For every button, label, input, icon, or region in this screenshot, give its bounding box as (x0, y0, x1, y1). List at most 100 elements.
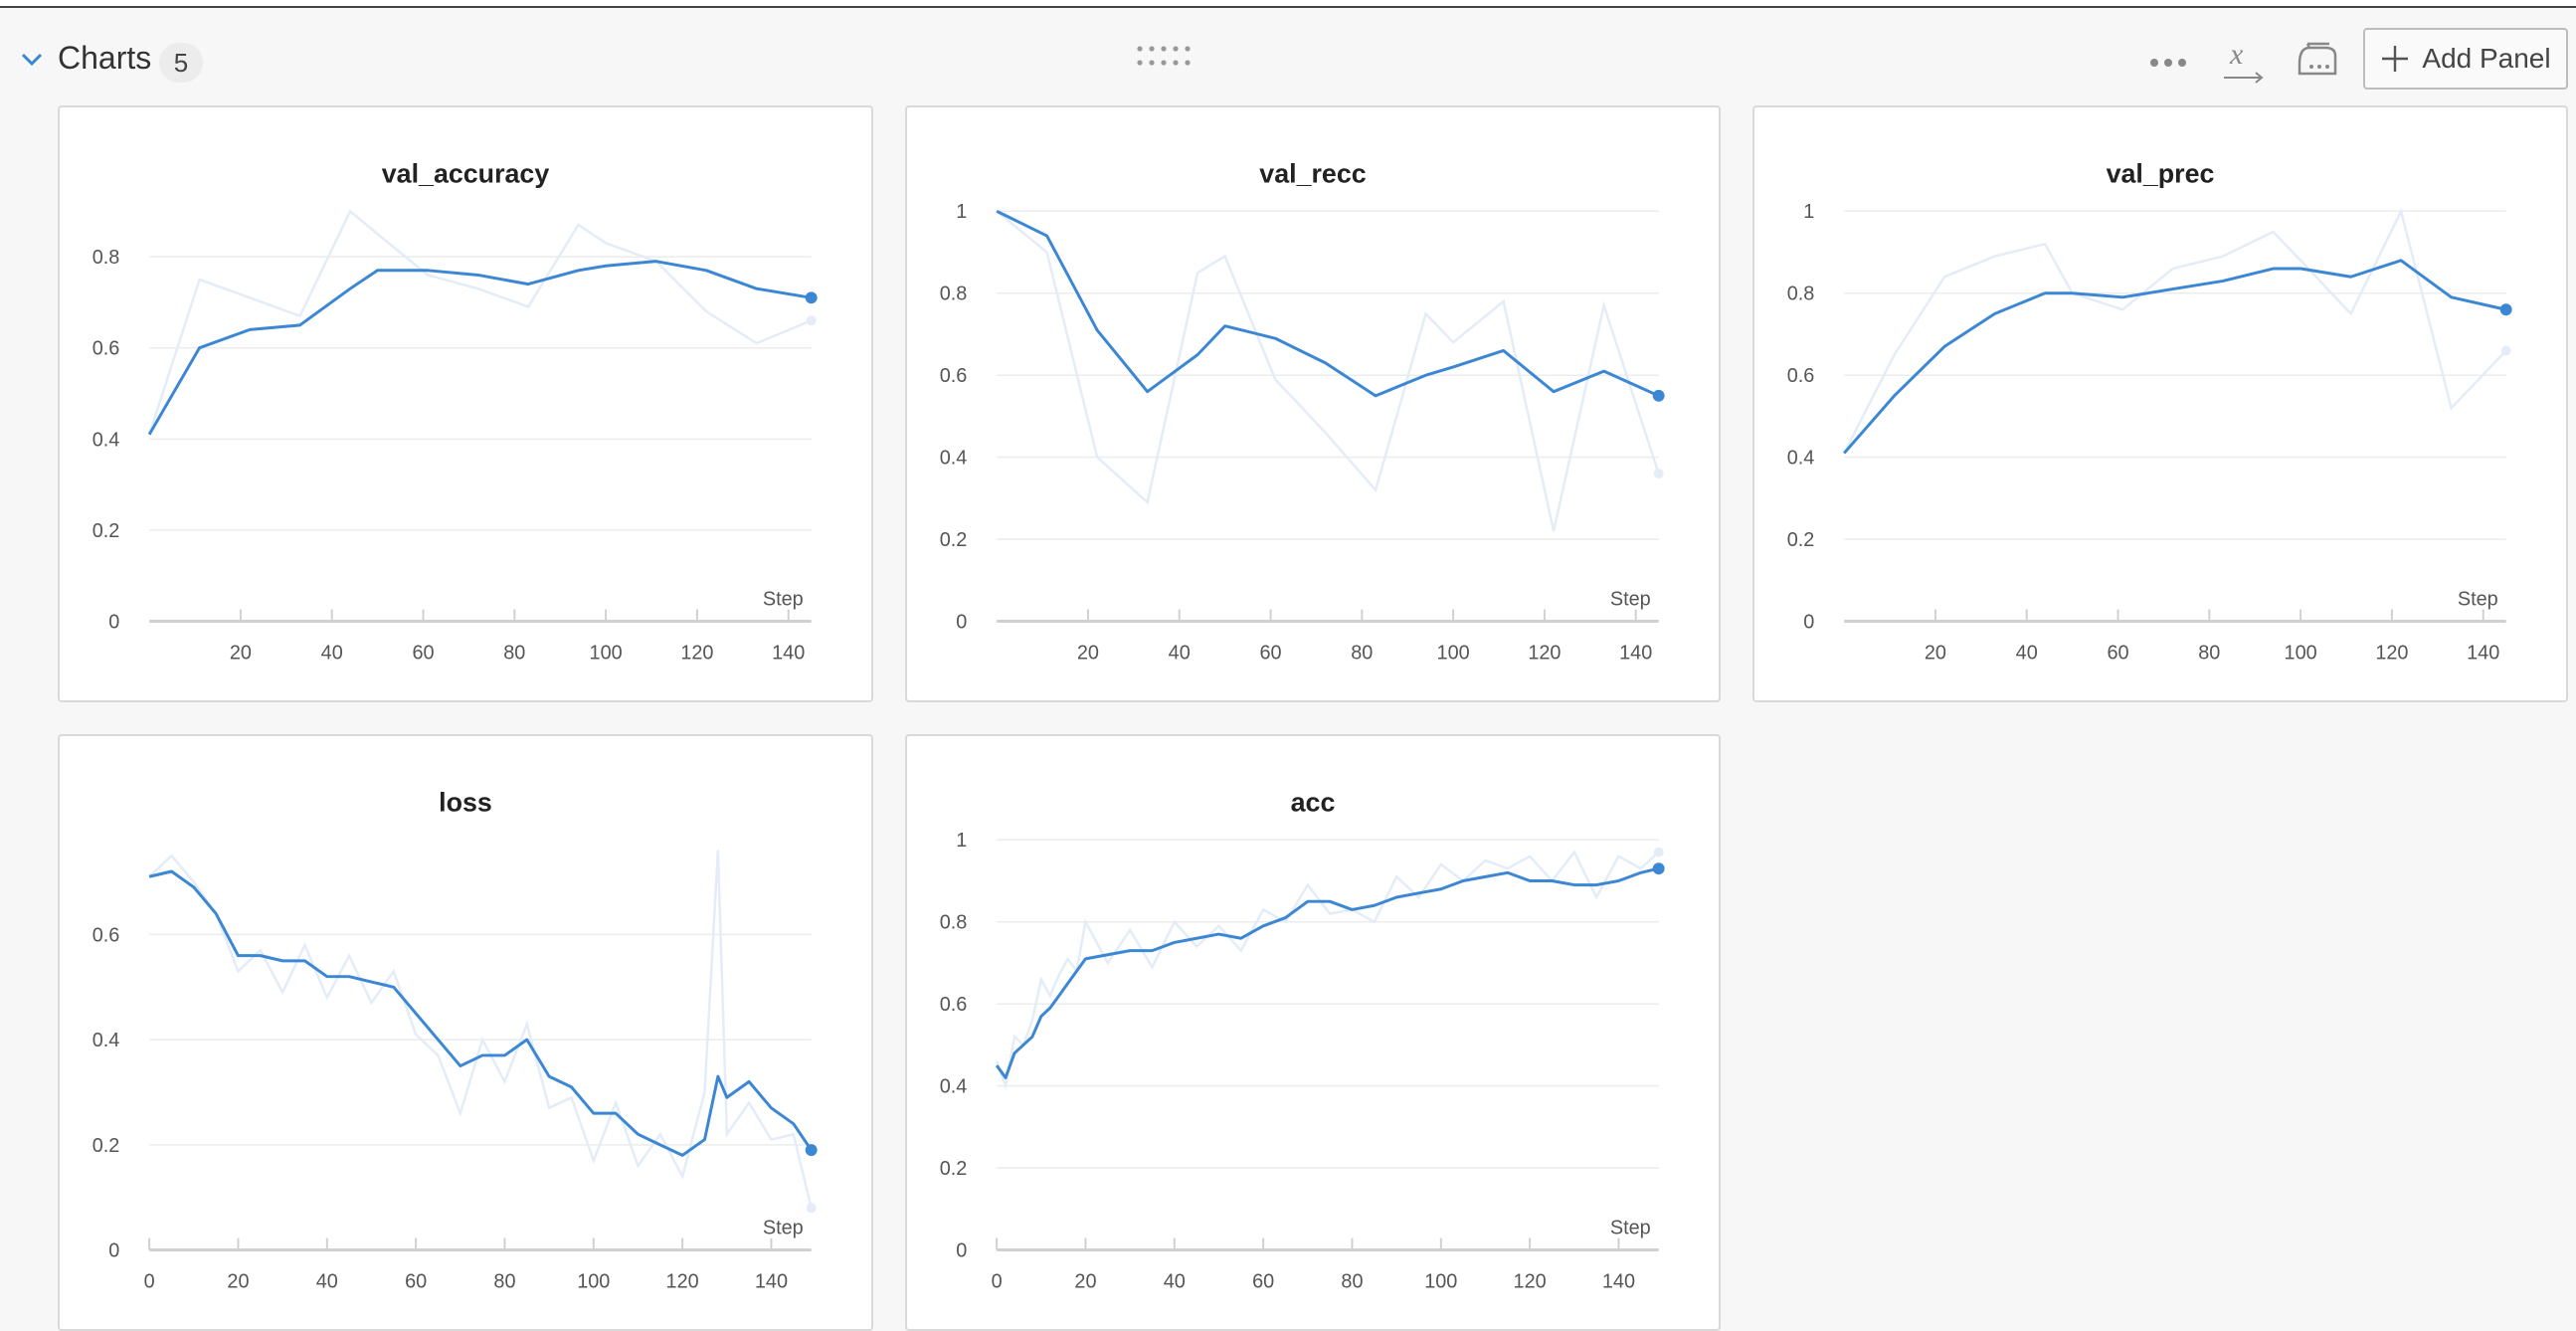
panel-val-accuracy[interactable]: val_accuracy 0 0.2 0.4 0.6 0.8 20 40 60 80 100 120 1… (58, 105, 873, 702)
chart-title: val_recc (1259, 158, 1366, 188)
x-tick-label: 80 (493, 1270, 515, 1292)
x-tick-label: 60 (1259, 642, 1281, 664)
smoothed-end-point (805, 1144, 818, 1157)
chart-title: loss (439, 787, 492, 817)
x-axis-label: Step (1610, 1218, 1651, 1239)
y-tick-label: 1 (1803, 201, 1814, 223)
y-tick-label: 0.8 (940, 284, 968, 305)
chart-title: acc (1291, 787, 1336, 817)
chart-title: val_accuracy (382, 158, 550, 188)
y-tick-label: 0.2 (940, 529, 968, 551)
y-tick-label: 0.2 (92, 1135, 120, 1157)
smoothed-series-line (1843, 259, 2506, 455)
x-tick-label: 140 (2467, 642, 2499, 664)
x-tick-label: 140 (772, 642, 805, 664)
smoothed-end-point (1652, 862, 1665, 875)
x-tick-label: 80 (503, 642, 525, 664)
x-tick-label: 0 (992, 1270, 1003, 1292)
chevron-down-icon[interactable] (18, 46, 46, 74)
y-tick-label: 1 (956, 830, 967, 852)
x-tick-label: 20 (1077, 642, 1099, 664)
panel-acc[interactable]: acc 0 0.2 0.4 0.6 0.8 1 0 20 40 60 80 100 120 140 Step (905, 734, 1721, 1331)
y-tick-label: 0.6 (940, 365, 968, 387)
smoothed-series-line (147, 260, 812, 436)
x-tick-label: 120 (1528, 642, 1561, 664)
drag-handle-icon[interactable] (1134, 44, 1194, 68)
raw-end-point (806, 315, 817, 326)
section-title[interactable]: Charts (58, 40, 152, 76)
x-tick-label: 100 (577, 1270, 610, 1292)
y-tick-label: 0.8 (940, 912, 968, 934)
x-axis-label: Step (1610, 589, 1651, 611)
more-icon[interactable] (2148, 56, 2188, 70)
x-tick-label: 0 (144, 1270, 155, 1292)
raw-end-point (806, 1203, 817, 1214)
x-tick-label: 140 (1602, 1270, 1635, 1292)
x-tick-label: 100 (590, 642, 623, 664)
x-tick-label: 140 (1619, 642, 1652, 664)
add-panel-button[interactable]: Add Panel (2363, 28, 2568, 90)
section-header: Charts 5 x Add Panel (0, 20, 2576, 99)
y-tick-label: 0.4 (92, 429, 120, 451)
x-tick-label: 40 (321, 642, 343, 664)
x-tick-label: 100 (1424, 1270, 1457, 1292)
y-tick-label: 0.4 (940, 1076, 968, 1098)
y-tick-label: 0.6 (92, 338, 120, 360)
x-tick-label: 80 (1351, 642, 1373, 664)
x-tick-label: 80 (1341, 1270, 1363, 1292)
y-tick-label: 0.6 (92, 924, 120, 946)
x-tick-label: 20 (1925, 642, 1946, 664)
y-tick-label: 0.4 (940, 448, 968, 470)
x-tick-label: 120 (2375, 642, 2408, 664)
x-tick-label: 20 (230, 642, 252, 664)
y-tick-label: 0.6 (1787, 365, 1815, 387)
raw-series-line (147, 209, 813, 436)
y-tick-label: 0 (108, 611, 119, 633)
raw-series-line (148, 850, 813, 1209)
y-tick-label: 0.8 (92, 247, 120, 269)
panel-val-recc[interactable]: val_recc 0 0.2 0.4 0.6 0.8 1 20 40 60 80 100 120 140 S… (905, 105, 1721, 702)
y-tick-label: 1 (956, 201, 967, 223)
y-tick-label: 0.2 (1787, 529, 1815, 551)
x-tick-label: 60 (1252, 1270, 1274, 1292)
x-tick-label: 120 (666, 1270, 699, 1292)
y-tick-label: 0 (956, 1239, 967, 1261)
smoothed-end-point (805, 291, 818, 304)
y-tick-label: 0.4 (92, 1030, 120, 1051)
raw-end-point (1653, 847, 1664, 857)
y-tick-label: 0 (956, 611, 967, 633)
panel-count-badge: 5 (159, 43, 203, 83)
y-tick-label: 0 (108, 1239, 119, 1261)
iron-icon[interactable] (2296, 42, 2339, 80)
x-axis-label: Step (763, 589, 804, 611)
x-tick-label: 60 (405, 1270, 427, 1292)
svg-text:x: x (2229, 38, 2244, 71)
y-tick-label: 0.2 (940, 1158, 968, 1180)
y-tick-label: 0.8 (1787, 284, 1815, 305)
panel-val-prec[interactable]: val_prec 0 0.2 0.4 0.6 0.8 1 20 40 60 80 100 120 140 S… (1752, 105, 2568, 702)
raw-end-point (2500, 345, 2511, 356)
x-tick-label: 40 (2016, 642, 2038, 664)
x-tick-label: 60 (2107, 642, 2128, 664)
x-axis-icon[interactable]: x (2222, 38, 2266, 84)
chart-title: val_prec (2107, 158, 2215, 188)
x-tick-label: 20 (227, 1270, 249, 1292)
x-tick-label: 100 (1437, 642, 1470, 664)
smoothed-series-line (148, 869, 813, 1157)
x-tick-label: 100 (2285, 642, 2317, 664)
x-tick-label: 140 (755, 1270, 788, 1292)
raw-series-line (995, 850, 1660, 1091)
x-tick-label: 40 (316, 1270, 338, 1292)
raw-end-point (1653, 469, 1664, 479)
top-border (0, 0, 2576, 8)
y-tick-label: 0 (1803, 611, 1814, 633)
smoothed-end-point (2499, 303, 2512, 316)
y-tick-label: 0.4 (1787, 448, 1815, 470)
x-tick-label: 40 (1169, 642, 1191, 664)
x-tick-label: 120 (1514, 1270, 1547, 1292)
panel-loss[interactable]: loss 0 0.2 0.4 0.6 0 20 40 60 80 100 120 140 Step (58, 734, 873, 1331)
raw-series-line (1843, 207, 2507, 455)
smoothed-end-point (1652, 389, 1665, 402)
x-tick-label: 120 (680, 642, 713, 664)
smoothed-series-line (995, 866, 1660, 1079)
